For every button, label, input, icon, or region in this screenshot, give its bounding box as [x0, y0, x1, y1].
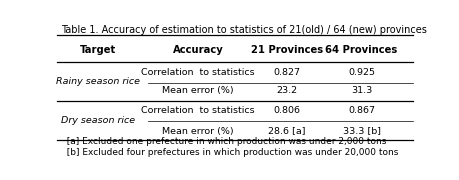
Text: Mean error (%): Mean error (%) — [162, 127, 234, 136]
Text: 64 Provinces: 64 Provinces — [325, 45, 397, 55]
Text: Table 1. Accuracy of estimation to statistics of 21(old) / 64 (new) provinces: Table 1. Accuracy of estimation to stati… — [61, 25, 427, 35]
Text: Correlation  to statistics: Correlation to statistics — [141, 68, 255, 77]
Text: 21 Provinces: 21 Provinces — [251, 45, 323, 55]
Text: Dry season rice: Dry season rice — [61, 116, 135, 125]
Text: 0.806: 0.806 — [273, 106, 300, 115]
Text: 33.3 [b]: 33.3 [b] — [342, 127, 381, 136]
Text: 0.925: 0.925 — [348, 68, 375, 77]
Text: 31.3: 31.3 — [351, 86, 372, 95]
Text: 0.867: 0.867 — [348, 106, 375, 115]
Text: Mean error (%): Mean error (%) — [162, 86, 234, 95]
Text: Correlation  to statistics: Correlation to statistics — [141, 106, 255, 115]
Text: 23.2: 23.2 — [276, 86, 297, 95]
Text: [b] Excluded four prefectures in which production was under 20,000 tons: [b] Excluded four prefectures in which p… — [61, 148, 398, 157]
Text: [a] Excluded one prefecture in which production was under 2,000 tons: [a] Excluded one prefecture in which pro… — [61, 137, 386, 146]
Text: 28.6 [a]: 28.6 [a] — [268, 127, 306, 136]
Text: Rainy season rice: Rainy season rice — [56, 77, 140, 86]
Text: Accuracy: Accuracy — [173, 45, 223, 55]
Text: Target: Target — [80, 45, 117, 55]
Text: 0.827: 0.827 — [273, 68, 300, 77]
